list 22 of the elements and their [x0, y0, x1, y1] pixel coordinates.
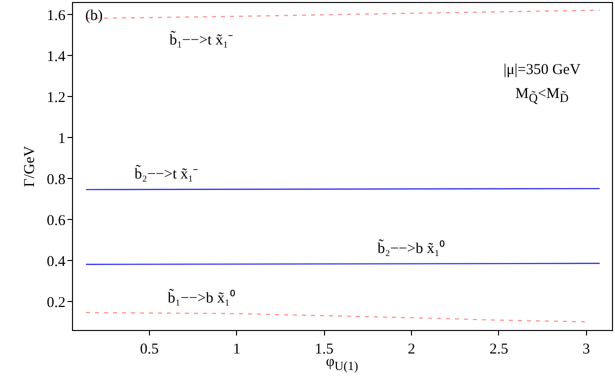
x-tick-label: 2 — [408, 342, 416, 358]
y-tick-label: 1.4 — [46, 48, 66, 65]
annotation: |μ|=350 GeV — [503, 62, 581, 79]
y-tick-label: 1 — [58, 130, 66, 147]
x-tick-label: 0.5 — [140, 342, 159, 358]
y-tick-label: 0.4 — [46, 254, 66, 270]
annotation: b̃₁−−>t x̃₁⁻ — [169, 30, 234, 48]
annotation: M$_{Q̃}$<M$_{D̃}$ — [515, 86, 569, 106]
y-tick-label: 0.6 — [46, 212, 66, 229]
line-series — [85, 312, 586, 322]
x-tick-label: 2.5 — [490, 342, 508, 358]
y-tick-label: 1.6 — [46, 8, 66, 24]
x-tick-label: 1 — [233, 342, 241, 358]
y-tick-label: 1.2 — [46, 90, 66, 106]
y-tick-label: 0.8 — [46, 172, 66, 188]
annotation: b̃₂−−>b x̃₁⁰ — [377, 238, 445, 257]
annotation: b̃₁−−>b x̃₁⁰ — [168, 288, 235, 307]
x-tick-label: 3 — [582, 342, 590, 358]
annotation: b̃₂−−>t x̃₁⁻ — [134, 164, 198, 183]
annotation: (b) — [85, 8, 103, 25]
y-tick-label: 0.2 — [46, 294, 66, 311]
y-axis-title: Γ/GeV — [22, 146, 38, 188]
